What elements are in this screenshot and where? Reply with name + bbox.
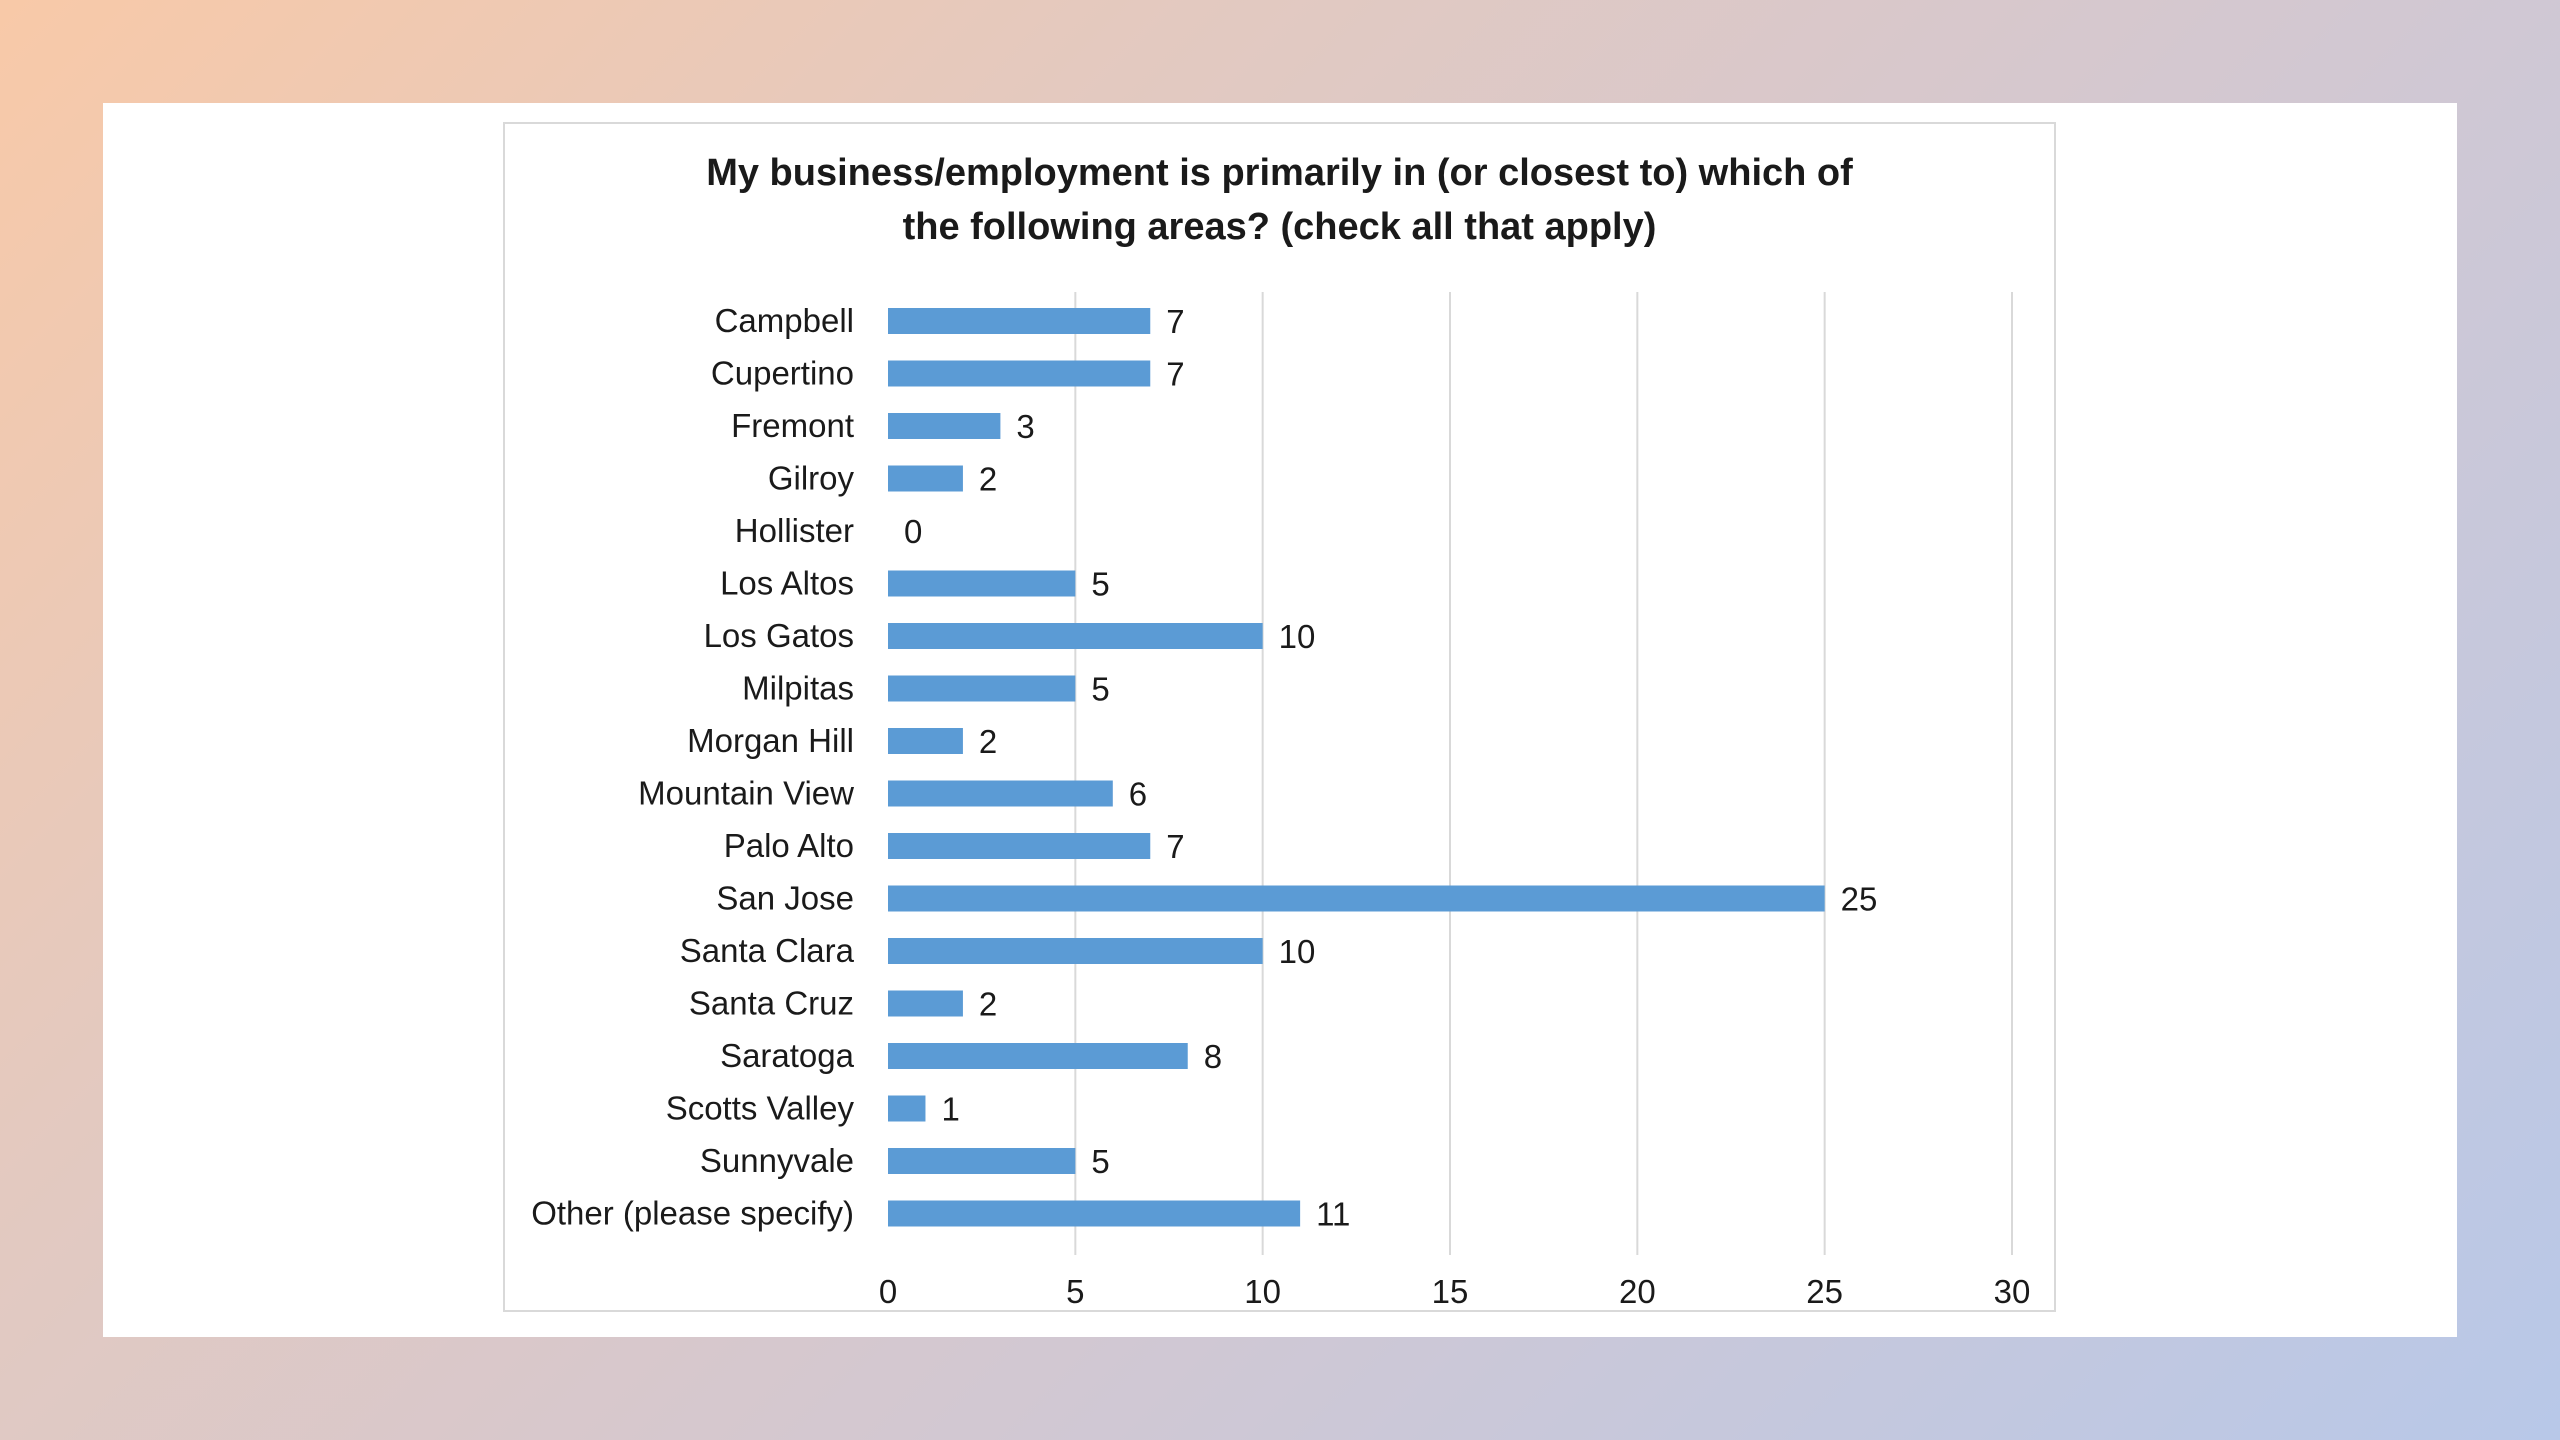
x-tick-label-15: 15 bbox=[1432, 1273, 1469, 1310]
value-label-sunnyvale: 5 bbox=[1091, 1143, 1109, 1180]
x-tick-label-0: 0 bbox=[879, 1273, 897, 1310]
value-label-scotts-valley: 1 bbox=[941, 1091, 959, 1128]
chart-area: My business/employment is primarily in (… bbox=[503, 122, 2056, 1312]
bar-los-gatos bbox=[888, 623, 1263, 649]
bar-saratoga bbox=[888, 1043, 1188, 1069]
category-label-scotts-valley: Scotts Valley bbox=[666, 1090, 855, 1127]
x-tick-label-10: 10 bbox=[1244, 1273, 1281, 1310]
category-label-santa-cruz: Santa Cruz bbox=[689, 985, 854, 1022]
category-label-santa-clara: Santa Clara bbox=[680, 932, 855, 969]
category-label-saratoga: Saratoga bbox=[720, 1037, 855, 1074]
bars bbox=[888, 308, 1825, 1227]
bar-palo-alto bbox=[888, 833, 1151, 859]
value-label-los-altos: 5 bbox=[1091, 566, 1109, 603]
bar-milpitas bbox=[888, 675, 1076, 702]
chart-title-line-2: the following areas? (check all that app… bbox=[902, 206, 1657, 248]
bar-other-please-specify bbox=[888, 1200, 1301, 1227]
bar-santa-clara bbox=[888, 938, 1263, 964]
category-label-palo-alto: Palo Alto bbox=[724, 827, 854, 864]
category-label-cupertino: Cupertino bbox=[711, 355, 854, 392]
value-label-palo-alto: 7 bbox=[1166, 828, 1184, 865]
value-label-santa-clara: 10 bbox=[1279, 933, 1316, 970]
value-label-saratoga: 8 bbox=[1204, 1038, 1222, 1075]
category-label-los-altos: Los Altos bbox=[720, 565, 854, 602]
value-label-santa-cruz: 2 bbox=[979, 986, 997, 1023]
category-label-mountain-view: Mountain View bbox=[638, 775, 854, 812]
bar-los-altos bbox=[888, 570, 1076, 597]
gridlines bbox=[1074, 292, 2013, 1255]
x-tick-label-25: 25 bbox=[1806, 1273, 1843, 1310]
category-label-milpitas: Milpitas bbox=[742, 670, 854, 707]
value-label-san-jose: 25 bbox=[1841, 881, 1878, 918]
category-label-hollister: Hollister bbox=[735, 512, 854, 549]
value-label-gilroy: 2 bbox=[979, 461, 997, 498]
value-label-hollister: 0 bbox=[904, 513, 922, 550]
bar-gilroy bbox=[888, 465, 963, 492]
value-label-other-please-specify: 11 bbox=[1316, 1196, 1350, 1233]
value-label-campbell: 7 bbox=[1166, 303, 1184, 340]
chart-title-line-1: My business/employment is primarily in (… bbox=[706, 152, 1853, 194]
value-label-los-gatos: 10 bbox=[1279, 618, 1316, 655]
bar-fremont bbox=[888, 413, 1001, 439]
x-tick-label-5: 5 bbox=[1066, 1273, 1084, 1310]
bar-campbell bbox=[888, 308, 1151, 334]
value-label-morgan-hill: 2 bbox=[979, 723, 997, 760]
bar-santa-cruz bbox=[888, 990, 963, 1017]
bar-san-jose bbox=[888, 885, 1825, 912]
category-label-campbell: Campbell bbox=[715, 302, 854, 339]
x-tick-label-20: 20 bbox=[1619, 1273, 1656, 1310]
category-label-los-gatos: Los Gatos bbox=[704, 617, 854, 654]
value-label-cupertino: 7 bbox=[1166, 356, 1184, 393]
bar-mountain-view bbox=[888, 780, 1113, 807]
category-label-sunnyvale: Sunnyvale bbox=[700, 1142, 854, 1179]
bar-cupertino bbox=[888, 360, 1151, 387]
category-label-other-please-specify: Other (please specify) bbox=[531, 1195, 854, 1232]
bar-sunnyvale bbox=[888, 1148, 1076, 1174]
category-label-fremont: Fremont bbox=[731, 407, 854, 444]
category-label-morgan-hill: Morgan Hill bbox=[687, 722, 854, 759]
value-label-fremont: 3 bbox=[1016, 408, 1034, 445]
category-label-gilroy: Gilroy bbox=[768, 460, 855, 497]
value-label-milpitas: 5 bbox=[1091, 671, 1109, 708]
value-label-mountain-view: 6 bbox=[1129, 776, 1147, 813]
bar-morgan-hill bbox=[888, 728, 963, 754]
x-tick-label-30: 30 bbox=[1994, 1273, 2031, 1310]
chart-title: My business/employment is primarily in (… bbox=[505, 146, 2054, 254]
bar-scotts-valley bbox=[888, 1095, 926, 1122]
slide: My business/employment is primarily in (… bbox=[103, 103, 2457, 1337]
category-label-san-jose: San Jose bbox=[716, 880, 854, 917]
